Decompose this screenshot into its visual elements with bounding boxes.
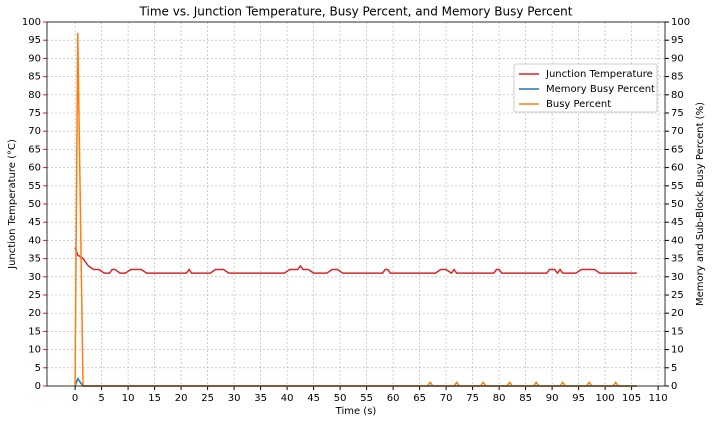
x-tick-label: 60 <box>387 393 400 404</box>
y2-tick-label: 20 <box>671 308 684 319</box>
y-tick-label: 100 <box>22 17 41 28</box>
legend-box <box>513 63 658 113</box>
x-tick-label: 5 <box>98 393 104 404</box>
y2-tick-label: 45 <box>671 217 684 228</box>
y2-tick-label: 65 <box>671 144 684 155</box>
y-tick-label: 45 <box>28 217 41 228</box>
y-tick-label: 60 <box>28 163 41 174</box>
y-tick-label: 90 <box>28 53 41 64</box>
y2-tick-label: 10 <box>671 345 684 356</box>
y-tick-label: 10 <box>28 345 41 356</box>
y2-tick-label: 25 <box>671 290 684 301</box>
x-tick-label: 15 <box>148 393 161 404</box>
y-tick-label: 35 <box>28 254 41 265</box>
x-tick-label: 100 <box>596 393 615 404</box>
y-tick-label: 5 <box>35 363 41 374</box>
x-tick-label: 30 <box>228 393 241 404</box>
y-axis-label: Junction Temperature (°C) <box>7 139 18 270</box>
y2-tick-label: 30 <box>671 272 684 283</box>
y-tick-label: 0 <box>35 381 41 392</box>
chart-title: Time vs. Junction Temperature, Busy Perc… <box>139 5 573 19</box>
y-tick-label: 25 <box>28 290 41 301</box>
y2-tick-label: 60 <box>671 163 684 174</box>
y-tick-label: 80 <box>28 90 41 101</box>
x-tick-label: 105 <box>622 393 641 404</box>
x-tick-label: 10 <box>122 393 135 404</box>
x-tick-label: 70 <box>440 393 453 404</box>
y2-tick-label: 50 <box>671 199 684 210</box>
x-tick-label: 25 <box>201 393 214 404</box>
plot-frame <box>46 21 666 387</box>
y-tick-label: 75 <box>28 108 41 119</box>
y2-tick-label: 85 <box>671 72 684 83</box>
y-tick-label: 70 <box>28 126 41 137</box>
y2-tick-label: 40 <box>671 235 684 246</box>
y2-tick-label: 90 <box>671 53 684 64</box>
x-tick-label: 55 <box>360 393 373 404</box>
legend-label: Junction Temperature <box>545 69 653 80</box>
y-tick-label: 20 <box>28 308 41 319</box>
x-tick-label: 75 <box>466 393 479 404</box>
y-tick-label: 50 <box>28 199 41 210</box>
x-tick-label: 110 <box>649 393 668 404</box>
x-tick-label: 80 <box>493 393 506 404</box>
x-tick-label: 35 <box>254 393 267 404</box>
x-axis-label: Time (s) <box>335 406 377 417</box>
y-tick-label: 55 <box>28 181 41 192</box>
y2-tick-label: 70 <box>671 126 684 137</box>
x-tick-label: 0 <box>72 393 78 404</box>
y-tick-label: 65 <box>28 144 41 155</box>
x-tick-label: 40 <box>281 393 294 404</box>
y2-tick-label: 55 <box>671 181 684 192</box>
y-tick-label: 40 <box>28 235 41 246</box>
y-tick-label: 85 <box>28 72 41 83</box>
y2-tick-label: 75 <box>671 108 684 119</box>
y2-tick-label: 0 <box>671 381 677 392</box>
y-tick-label: 15 <box>28 326 41 337</box>
series-line <box>74 32 637 387</box>
y2-tick-label: 100 <box>671 17 690 28</box>
y2-tick-label: 35 <box>671 254 684 265</box>
x-tick-label: 90 <box>546 393 559 404</box>
legend-label: Memory Busy Percent <box>546 84 655 95</box>
legend-label: Busy Percent <box>546 99 611 110</box>
y2-axis-label: Memory and Sub-Block Busy Percent (%) <box>695 102 706 306</box>
x-tick-label: 20 <box>175 393 188 404</box>
y2-tick-label: 80 <box>671 90 684 101</box>
y2-tick-label: 95 <box>671 35 684 46</box>
x-tick-label: 85 <box>519 393 532 404</box>
x-tick-label: 45 <box>307 393 320 404</box>
x-tick-label: 95 <box>572 393 585 404</box>
x-tick-label: 65 <box>413 393 426 404</box>
y2-tick-label: 15 <box>671 326 684 337</box>
y-tick-label: 30 <box>28 272 41 283</box>
y-tick-label: 95 <box>28 35 41 46</box>
x-tick-label: 50 <box>334 393 347 404</box>
y2-tick-label: 5 <box>671 363 677 374</box>
series-line <box>74 247 637 275</box>
